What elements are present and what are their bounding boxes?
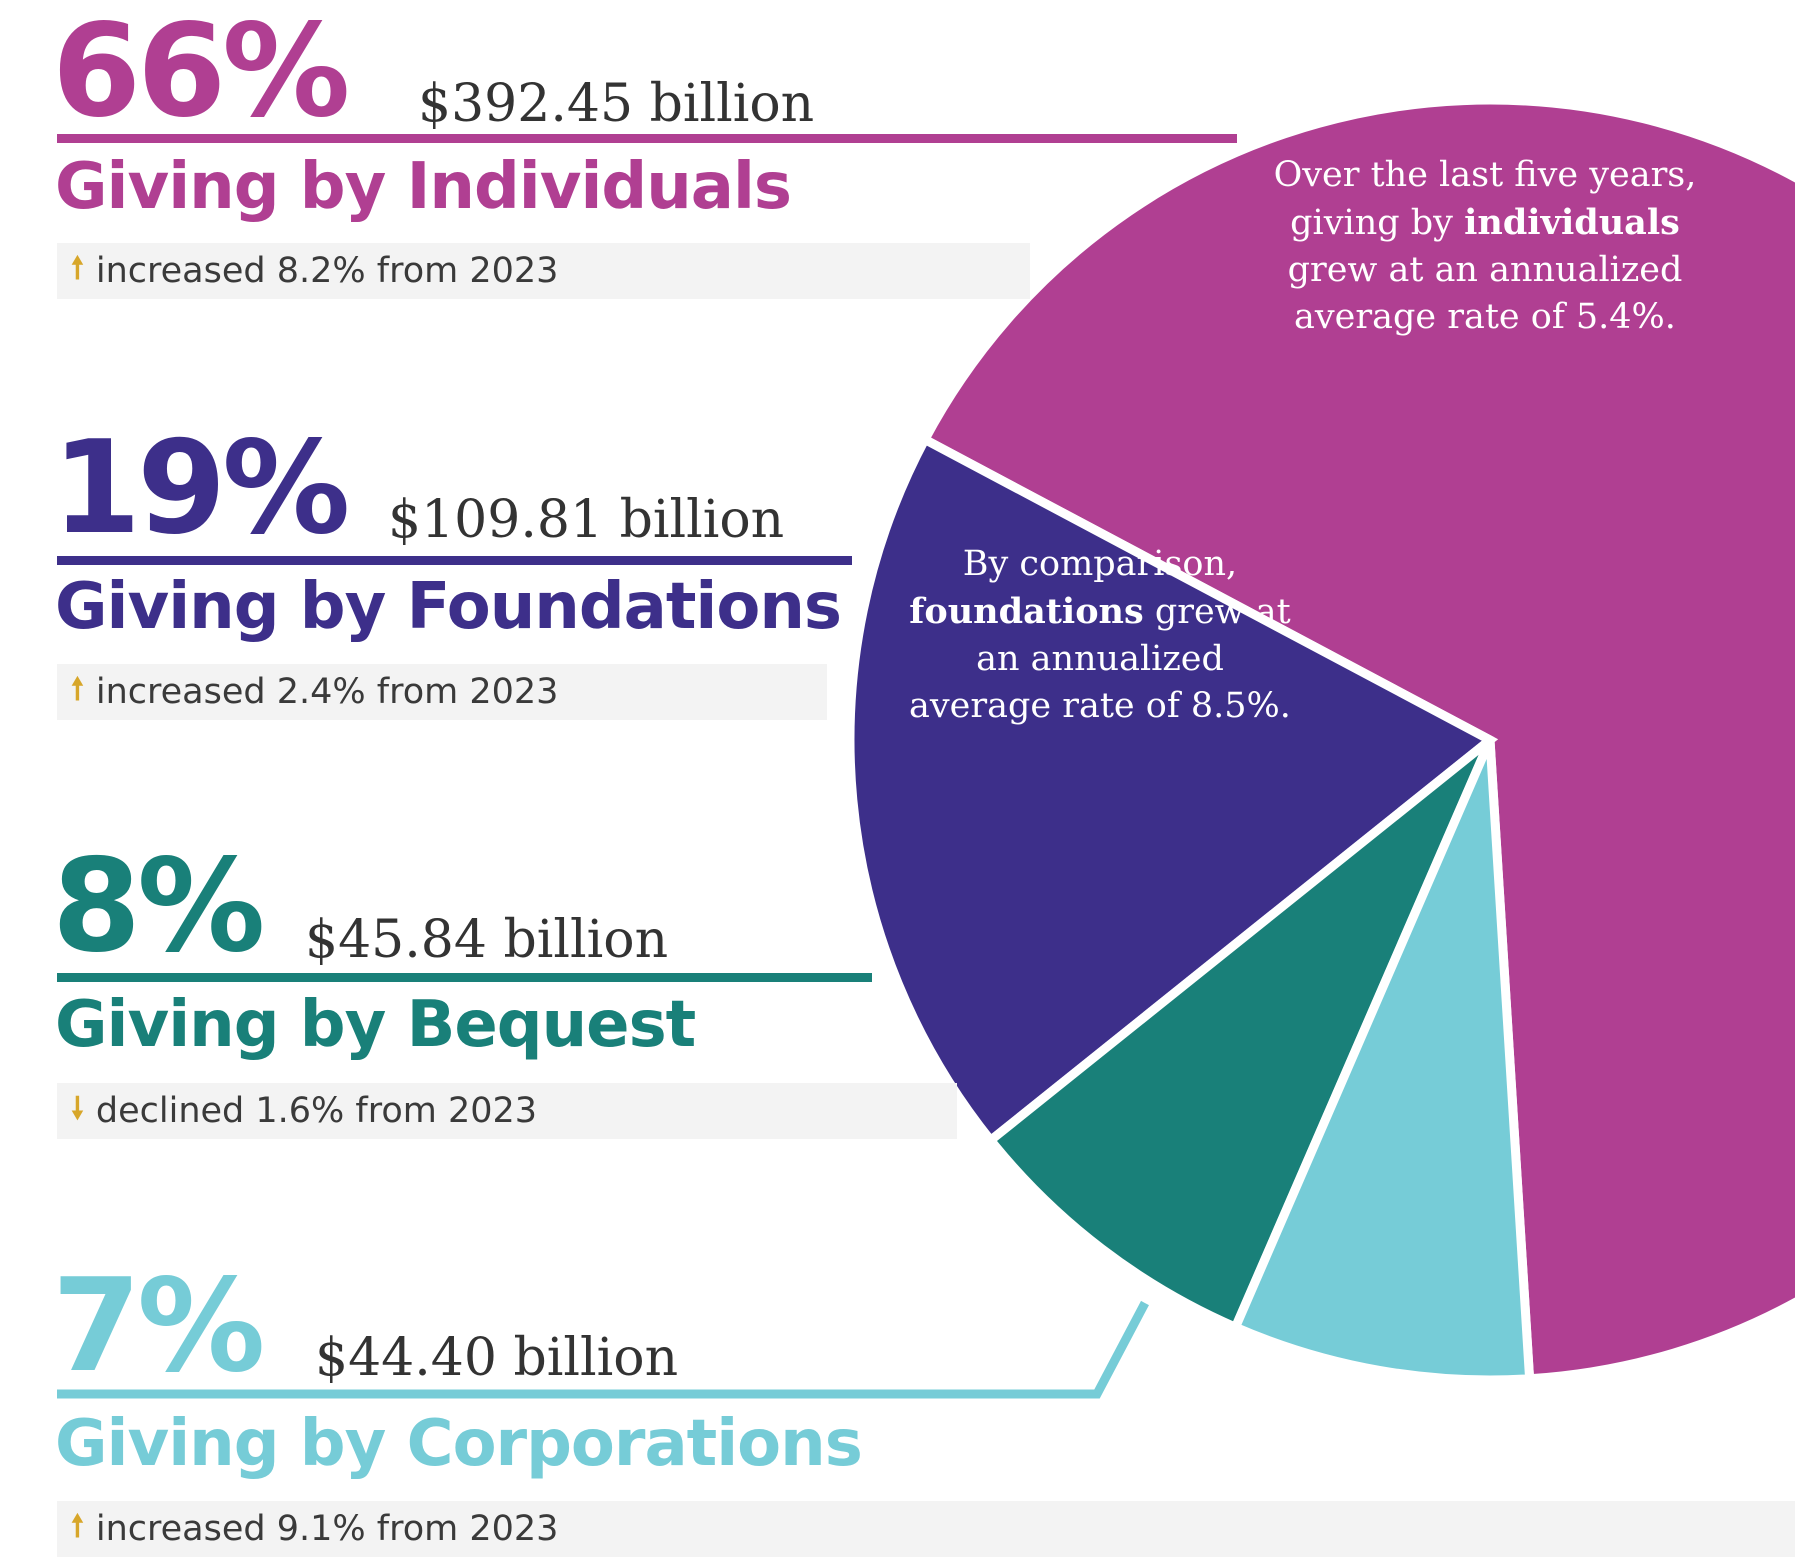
foundations-change-text: increased 2.4% from 2023 bbox=[95, 672, 559, 712]
bequest-amount: $45.84 billion bbox=[305, 910, 669, 970]
arrow-up-icon: 🠕 bbox=[71, 1508, 84, 1544]
foundations-percent: 19% bbox=[52, 414, 350, 563]
foundations-title: Giving by Foundations bbox=[55, 570, 842, 644]
individuals-change-badge: 🠕 increased 8.2% from 2023 bbox=[57, 243, 1030, 299]
arrow-up-icon: 🠕 bbox=[71, 671, 84, 707]
foundations-amount: $109.81 billion bbox=[388, 490, 785, 550]
pie-slice-foundations[interactable] bbox=[845, 433, 1499, 1147]
corporations-change-text: increased 9.1% from 2023 bbox=[95, 1509, 559, 1549]
bequest-change-text: declined 1.6% from 2023 bbox=[95, 1091, 538, 1131]
bequest-rule bbox=[57, 973, 872, 982]
individuals-title: Giving by Individuals bbox=[55, 150, 792, 224]
foundations-rule bbox=[57, 556, 852, 565]
corporations-amount: $44.40 billion bbox=[315, 1328, 679, 1388]
bequest-title: Giving by Bequest bbox=[55, 988, 696, 1062]
pie-slice-bequest[interactable] bbox=[984, 736, 1495, 1334]
corporations-percent: 7% bbox=[52, 1252, 265, 1401]
pie-slice-corporations[interactable] bbox=[1229, 738, 1535, 1385]
corporations-title: Giving by Corporations bbox=[55, 1407, 863, 1481]
corporations-change-badge: 🠕 increased 9.1% from 2023 bbox=[57, 1501, 1795, 1557]
pie-slice-individuals[interactable] bbox=[918, 95, 1795, 1384]
bequest-change-badge: 🠗 declined 1.6% from 2023 bbox=[57, 1083, 957, 1139]
corporations-connector-line bbox=[57, 1300, 1149, 1399]
individuals-change-text: increased 8.2% from 2023 bbox=[95, 251, 559, 291]
individuals-growth-note: Over the last five years, giving by indi… bbox=[1273, 155, 1697, 337]
arrow-down-icon: 🠗 bbox=[71, 1090, 84, 1126]
bequest-percent: 8% bbox=[52, 832, 265, 981]
individuals-amount: $392.45 billion bbox=[418, 74, 815, 134]
individuals-percent: 66% bbox=[52, 0, 350, 146]
foundations-growth-note: By comparison, foundations grew at an an… bbox=[909, 544, 1291, 726]
arrow-up-icon: 🠕 bbox=[71, 250, 84, 286]
individuals-rule bbox=[57, 134, 1237, 143]
foundations-change-badge: 🠕 increased 2.4% from 2023 bbox=[57, 664, 827, 720]
